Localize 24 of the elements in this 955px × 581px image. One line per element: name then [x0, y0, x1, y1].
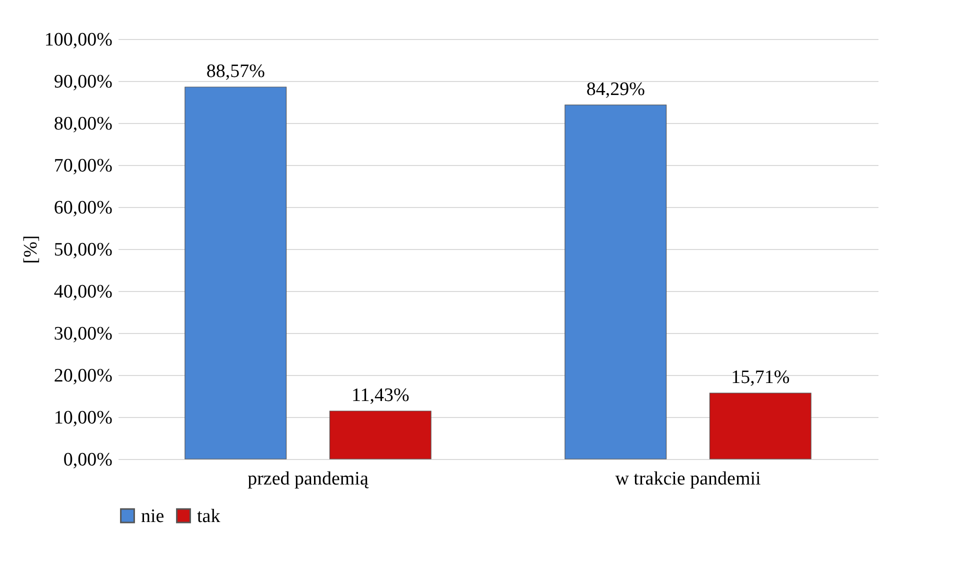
y-tick-label: 60,00% [54, 198, 113, 218]
y-tick-label: 50,00% [54, 240, 113, 260]
bar [709, 392, 812, 460]
bar [329, 410, 432, 460]
y-axis-title: [%] [20, 235, 42, 264]
data-label: 15,71% [731, 367, 790, 388]
legend-label: nie [141, 506, 164, 527]
x-tick-label: w trakcie pandemii [615, 468, 761, 490]
y-tick-label: 30,00% [54, 324, 113, 344]
data-label: 84,29% [586, 78, 646, 100]
y-tick-label: 0,00% [63, 450, 113, 470]
y-tick-label: 90,00% [54, 72, 113, 92]
bar [564, 104, 667, 460]
legend-label: tak [197, 506, 221, 527]
y-tick-label: 40,00% [54, 282, 113, 302]
y-tick-label: 10,00% [54, 408, 113, 428]
y-tick-label: 100,00% [44, 30, 113, 50]
data-label: 11,43% [351, 384, 410, 406]
y-tick-label: 20,00% [54, 366, 113, 386]
bar [184, 86, 287, 460]
y-tick-label: 70,00% [54, 156, 113, 176]
y-tick-label: 80,00% [54, 114, 113, 134]
x-tick-label: przed pandemią [248, 468, 369, 490]
data-label: 88,57% [206, 61, 266, 82]
